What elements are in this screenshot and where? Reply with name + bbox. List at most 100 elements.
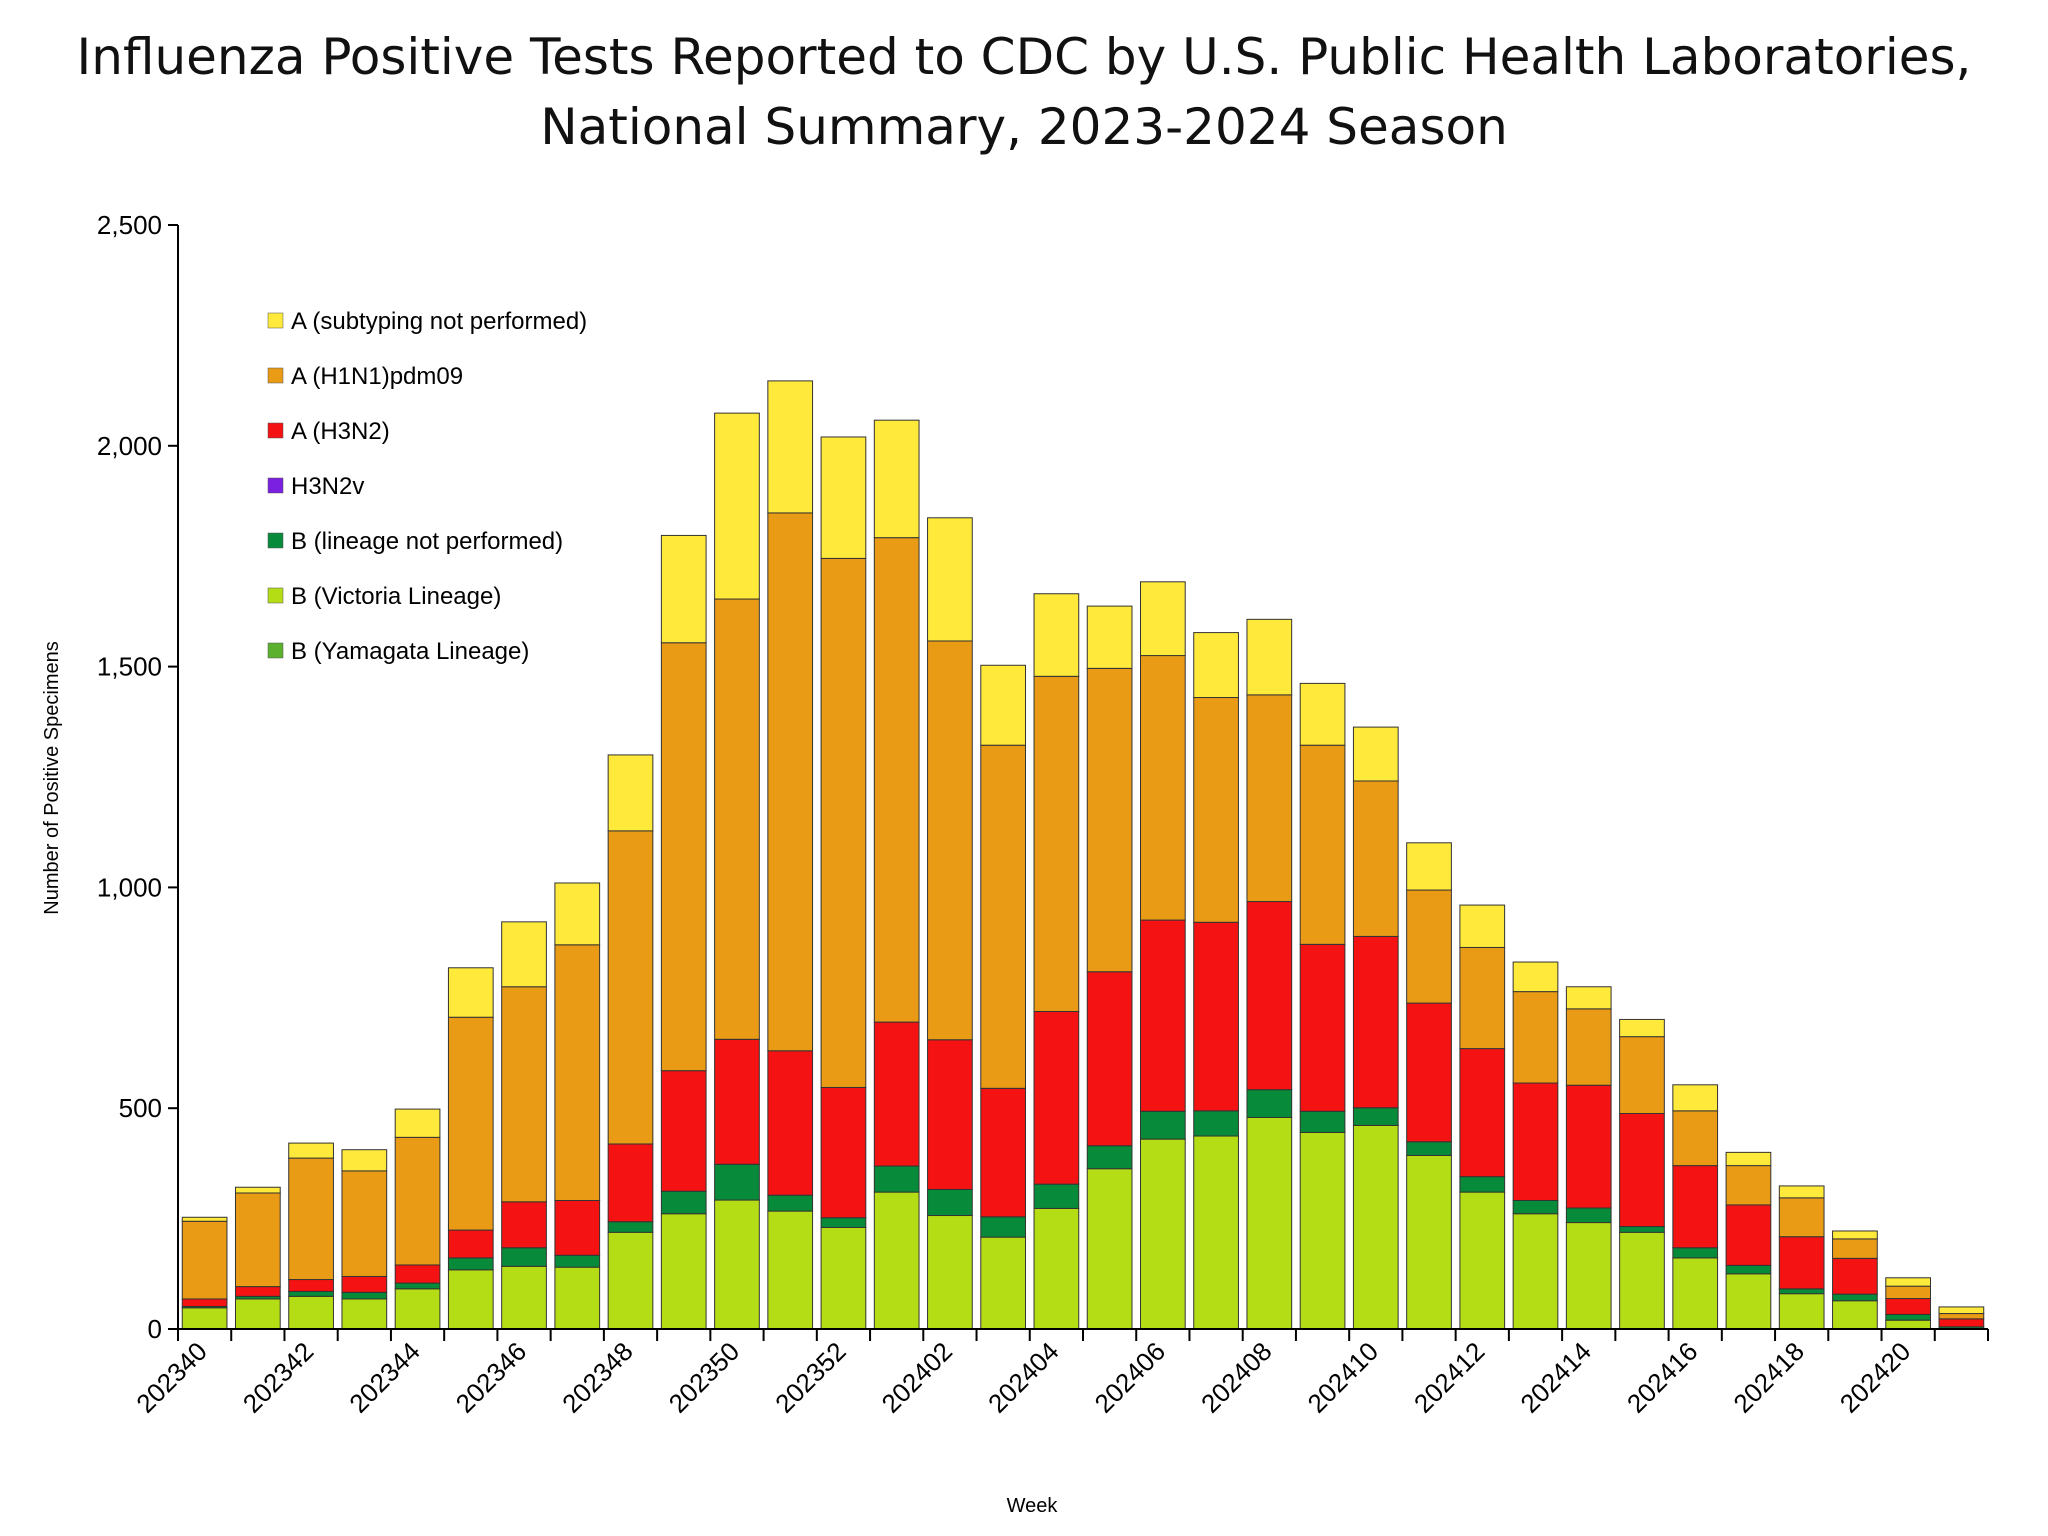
- bar-segment-b-victoria-lineage-202405: [1086, 1168, 1133, 1330]
- bar-stack-202416: [1672, 1084, 1719, 1330]
- y-tick-label-2000: 2,000: [97, 431, 162, 461]
- bar-segment-b-lineage-not-performed-202345: [447, 1257, 494, 1271]
- bar-segment-a-h1n1-pdm09-202409: [1299, 744, 1346, 945]
- bar-segment-b-victoria-lineage-202340: [181, 1307, 228, 1330]
- bar-stack-202408: [1246, 618, 1293, 1330]
- bar-segment-a-subtyping-not-performed-202412: [1459, 904, 1506, 948]
- bar-stack-202341: [234, 1186, 281, 1330]
- bar-segment-a-subtyping-not-performed-202421: [1938, 1306, 1985, 1315]
- bar-segment-a-h3n2-202413: [1512, 1082, 1559, 1201]
- bar-segment-b-victoria-lineage-202345: [447, 1269, 494, 1330]
- bar-segment-b-victoria-lineage-202414: [1565, 1222, 1612, 1330]
- bar-stack-202340: [181, 1216, 228, 1330]
- bar-segment-a-h1n1-pdm09-202350: [714, 598, 760, 1040]
- bar-segment-b-victoria-lineage-202351: [767, 1210, 814, 1330]
- bar-segment-b-victoria-lineage-202342: [288, 1295, 334, 1330]
- bar-segment-a-subtyping-not-performed-202348: [607, 754, 654, 832]
- bar-segment-a-h3n2-202417: [1725, 1204, 1772, 1266]
- bar-segment-a-subtyping-not-performed-202346: [501, 921, 547, 988]
- bar-segment-a-h3n2-202351: [767, 1050, 814, 1196]
- bar-stack-202342: [288, 1142, 334, 1330]
- bar-segment-a-h1n1-pdm09-202413: [1512, 991, 1559, 1084]
- y-tick-label-2500: 2,500: [97, 210, 162, 240]
- bar-segment-a-h3n2-202414: [1565, 1084, 1612, 1209]
- legend-label-b-lineage-not-performed: B (lineage not performed): [291, 528, 563, 555]
- bar-segment-a-h1n1-pdm09-202401: [873, 537, 920, 1023]
- bar-segment-b-lineage-not-performed-202347: [554, 1254, 601, 1268]
- x-tick-label-202404: 202404: [982, 1336, 1065, 1419]
- bar-segment-a-h1n1-pdm09-202352: [820, 557, 867, 1088]
- bar-segment-a-subtyping-not-performed-202420: [1885, 1277, 1932, 1287]
- bar-stack-202351: [767, 380, 814, 1330]
- chart-title-line-1: Influenza Positive Tests Reported to CDC…: [76, 28, 1972, 86]
- x-tick-label-202346: 202346: [450, 1336, 533, 1419]
- bar-stack-202401: [873, 419, 920, 1330]
- legend-swatch-a-h3n2: [267, 422, 284, 439]
- bar-segment-a-h1n1-pdm09-202340: [181, 1220, 228, 1300]
- bar-segment-a-h3n2-202416: [1672, 1165, 1719, 1249]
- bar-segment-a-subtyping-not-performed-202411: [1406, 842, 1452, 891]
- bar-segment-a-subtyping-not-performed-202352: [820, 436, 867, 559]
- legend-item-a-h1n1-pdm09: A (H1N1)pdm09: [267, 363, 463, 390]
- y-tick-label-0: 0: [148, 1314, 162, 1344]
- bar-segment-a-h3n2-202401: [873, 1021, 920, 1167]
- x-tick-label-202410: 202410: [1301, 1336, 1384, 1419]
- bar-segment-b-victoria-lineage-202346: [501, 1265, 547, 1330]
- y-tick-label-1000: 1,000: [97, 872, 162, 902]
- bar-segment-b-victoria-lineage-202349: [660, 1213, 707, 1330]
- bar-segment-b-victoria-lineage-202417: [1725, 1273, 1772, 1330]
- bar-segment-a-h3n2-202419: [1832, 1257, 1878, 1295]
- legend-swatch-a-h1n1-pdm09: [267, 367, 284, 384]
- bar-segment-a-h3n2-202421: [1938, 1318, 1985, 1328]
- legend-label-a-h1n1-pdm09: A (H1N1)pdm09: [291, 363, 463, 390]
- bar-segment-a-subtyping-not-performed-202349: [660, 534, 707, 644]
- bar-segment-a-h1n1-pdm09-202412: [1459, 946, 1506, 1050]
- bar-segment-b-victoria-lineage-202348: [607, 1231, 654, 1330]
- bar-segment-b-victoria-lineage-202401: [873, 1191, 920, 1330]
- y-axis-title: Number of Positive Specimens: [41, 641, 63, 914]
- bar-segment-b-victoria-lineage-202420: [1885, 1319, 1932, 1330]
- bar-segment-a-subtyping-not-performed-202416: [1672, 1084, 1719, 1112]
- bar-segment-a-subtyping-not-performed-202402: [927, 517, 973, 642]
- bar-segment-a-h1n1-pdm09-202351: [767, 512, 814, 1052]
- bar-segment-a-subtyping-not-performed-202345: [447, 967, 494, 1018]
- bar-stack-202415: [1619, 1018, 1665, 1330]
- bar-segment-b-victoria-lineage-202415: [1619, 1231, 1665, 1330]
- legend-item-b-victoria-lineage: B (Victoria Lineage): [267, 583, 501, 610]
- bar-segment-a-subtyping-not-performed-202415: [1619, 1018, 1665, 1038]
- chart-title-line-2: National Summary, 2023-2024 Season: [540, 98, 1508, 156]
- bar-segment-a-subtyping-not-performed-202417: [1725, 1151, 1772, 1167]
- legend-label-b-victoria-lineage: B (Victoria Lineage): [291, 583, 501, 610]
- legend: A (subtyping not performed) A (H1N1)pdm09…: [267, 308, 587, 665]
- bar-segment-b-victoria-lineage-202413: [1512, 1213, 1559, 1330]
- bar-segment-a-subtyping-not-performed-202404: [1033, 593, 1080, 677]
- bar-segment-b-lineage-not-performed-202402: [927, 1188, 973, 1217]
- bar-segment-a-h1n1-pdm09-202421: [1938, 1313, 1985, 1320]
- bar-stack-202406: [1139, 581, 1186, 1330]
- bar-segment-a-h1n1-pdm09-202405: [1086, 667, 1133, 973]
- bar-segment-b-lineage-not-performed-202416: [1672, 1247, 1719, 1259]
- bar-segment-b-victoria-lineage-202419: [1832, 1300, 1878, 1330]
- bar-segment-a-h1n1-pdm09-202403: [980, 744, 1027, 1089]
- bar-stack-202403: [980, 664, 1027, 1330]
- bar-segment-a-h1n1-pdm09-202416: [1672, 1110, 1719, 1167]
- bar-stack-202407: [1193, 632, 1239, 1330]
- bar-segment-b-victoria-lineage-202416: [1672, 1257, 1719, 1330]
- bar-segment-a-h3n2-202341: [234, 1286, 281, 1297]
- bar-segment-a-h3n2-202406: [1139, 919, 1186, 1112]
- bar-segment-a-h1n1-pdm09-202341: [234, 1192, 281, 1288]
- bar-segment-a-h1n1-pdm09-202345: [447, 1016, 494, 1231]
- bar-segment-b-lineage-not-performed-202410: [1352, 1107, 1399, 1126]
- legend-swatch-a-subtyping-not-performed: [267, 312, 284, 329]
- x-tick-label-202350: 202350: [663, 1336, 746, 1419]
- bar-segment-a-h1n1-pdm09-202404: [1033, 675, 1080, 1012]
- bar-segment-b-victoria-lineage-202411: [1406, 1154, 1452, 1330]
- legend-item-a-subtyping-not-performed: A (subtyping not performed): [267, 308, 587, 335]
- chart-title: Influenza Positive Tests Reported to CDC…: [0, 22, 2048, 162]
- bar-segment-b-victoria-lineage-202409: [1299, 1131, 1346, 1330]
- bar-segment-b-lineage-not-performed-202409: [1299, 1110, 1346, 1133]
- bar-segment-b-lineage-not-performed-202417: [1725, 1264, 1772, 1275]
- x-tick-label-202340: 202340: [130, 1336, 213, 1419]
- bar-segment-b-victoria-lineage-202343: [341, 1298, 388, 1330]
